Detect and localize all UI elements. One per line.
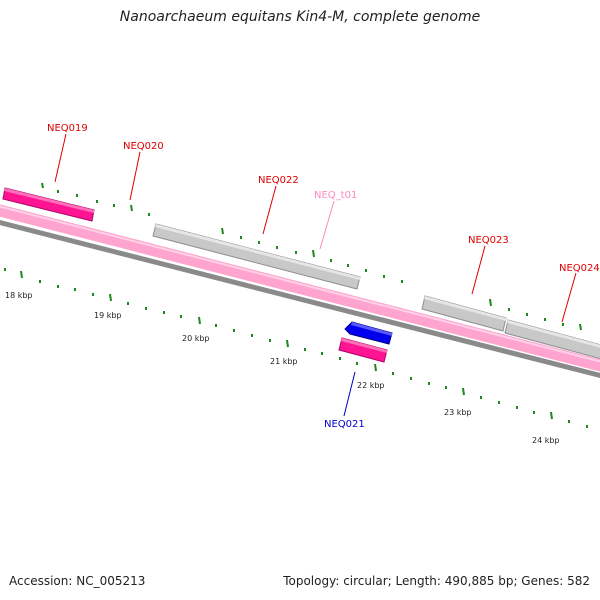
genes-label: Genes: <box>521 574 564 588</box>
genome-summary: Topology: circular; Length: 490,885 bp; … <box>283 574 590 588</box>
accession-info: Accession: NC_005213 <box>9 574 145 588</box>
tick-mark <box>20 270 23 279</box>
leader-line-neq020 <box>129 151 141 201</box>
leader-line-neq021 <box>343 371 356 417</box>
tick-mark <box>198 316 201 325</box>
gene-label-neq-t01[interactable]: NEQ_t01 <box>314 190 357 201</box>
gene-feature-neq021[interactable] <box>344 321 393 345</box>
tick-mark <box>489 298 492 307</box>
scale-label-23kbp: 23 kbp <box>444 408 472 417</box>
gene-label-neq021[interactable]: NEQ021 <box>324 419 365 430</box>
scale-labels: 18 kbp 19 kbp 20 kbp 21 kbp 22 kbp 23 kb… <box>5 291 560 445</box>
topology-label: Topology: <box>283 574 340 588</box>
gene-label-neq023[interactable]: NEQ023 <box>468 235 509 246</box>
leader-line-neq024 <box>561 272 577 323</box>
tick-mark <box>462 387 465 396</box>
scale-label-22kbp: 22 kbp <box>357 381 385 390</box>
backbone-gray-track <box>0 219 600 379</box>
gene-label-neq022[interactable]: NEQ022 <box>258 175 299 186</box>
genome-backbone <box>0 204 600 379</box>
accession-value: NC_005213 <box>76 574 146 588</box>
backbone-pink-track <box>0 204 600 372</box>
forward-tick-row <box>41 182 582 331</box>
gene-feature-neq023[interactable] <box>421 295 507 332</box>
scale-label-19kbp: 19 kbp <box>94 311 122 320</box>
reverse-gene-features <box>338 321 393 363</box>
gene-feature-neq021-magenta[interactable] <box>338 337 388 363</box>
reverse-tick-row <box>4 268 588 428</box>
scale-label-21kbp: 21 kbp <box>270 357 298 366</box>
backbone-pink-highlight <box>0 205 600 363</box>
label-leader-lines <box>54 133 577 417</box>
tick-mark <box>550 411 553 420</box>
length-value: 490,885 bp <box>444 574 514 588</box>
gene-label-neq019[interactable]: NEQ019 <box>47 123 88 134</box>
gene-labels: NEQ019 NEQ020 NEQ022 NEQ_t01 NEQ023 NEQ0… <box>47 123 600 430</box>
leader-line-neq023 <box>471 245 486 295</box>
scale-label-20kbp: 20 kbp <box>182 334 210 343</box>
accession-label: Accession: <box>9 574 73 588</box>
gene-feature-neq024[interactable] <box>504 319 600 359</box>
tick-mark <box>374 363 377 372</box>
tick-mark <box>312 249 315 258</box>
tick-mark <box>41 182 44 189</box>
genome-title: Nanoarchaeum equitans Kin4-M, complete g… <box>119 9 481 25</box>
gene-label-neq020[interactable]: NEQ020 <box>123 141 164 152</box>
leader-line-neq022 <box>262 185 277 235</box>
scale-label-18kbp: 18 kbp <box>5 291 33 300</box>
scale-label-24kbp: 24 kbp <box>532 436 560 445</box>
gene-feature-neq019[interactable] <box>2 187 95 222</box>
leader-line-neq019 <box>54 133 67 183</box>
length-label: Length: <box>395 574 441 588</box>
gene-label-neq024[interactable]: NEQ024 <box>559 263 600 274</box>
topology-value: circular <box>343 574 388 588</box>
gene-feature-neq022[interactable] <box>152 223 361 290</box>
tick-mark <box>286 339 289 348</box>
tick-mark <box>109 293 112 302</box>
tick-mark <box>221 227 224 235</box>
tick-mark <box>579 323 582 331</box>
genes-count: 582 <box>567 574 590 588</box>
tick-mark <box>130 204 133 212</box>
forward-gene-features <box>2 187 600 359</box>
leader-line-neq-t01 <box>319 200 335 250</box>
